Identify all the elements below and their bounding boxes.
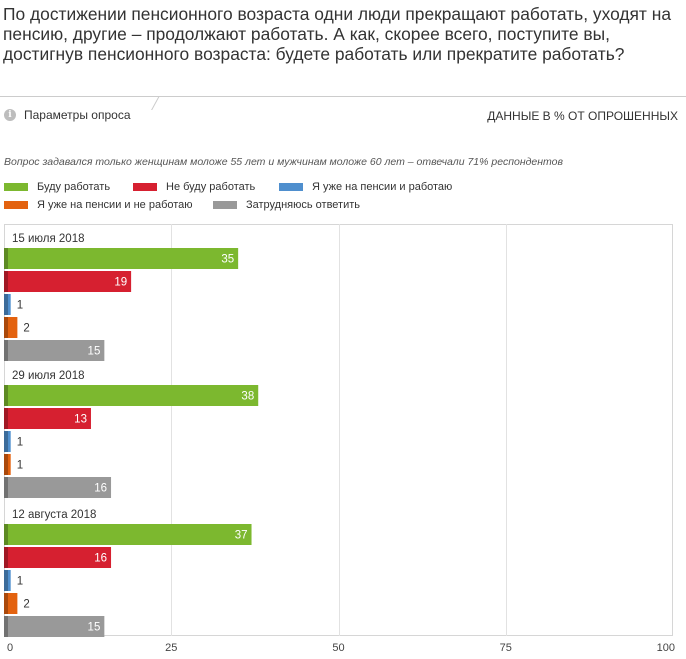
- bar-value-label: 1: [17, 437, 23, 449]
- legend-label: Затрудняюсь ответить: [246, 199, 361, 211]
- bar-edge: [4, 593, 8, 614]
- bar-edge: [4, 248, 8, 269]
- legend-item: Я уже на пенсии и не работаю: [4, 199, 193, 211]
- survey-params-label: Параметры опроса: [24, 108, 131, 122]
- legend-swatch: [4, 183, 28, 191]
- bar-value-label: 16: [94, 553, 107, 565]
- bar-value-label: 19: [114, 277, 127, 289]
- bar-edge: [4, 385, 8, 406]
- legend-label: Буду работать: [37, 181, 111, 193]
- bar-edge: [4, 616, 8, 637]
- legend-label: Я уже на пенсии и не работаю: [37, 199, 193, 211]
- legend-swatch: [279, 183, 303, 191]
- bar-value-label: 1: [17, 460, 23, 472]
- bar: [4, 547, 112, 568]
- bar-edge: [4, 431, 8, 452]
- bar-value-label: 16: [94, 483, 107, 495]
- bar-value-label: 13: [74, 414, 87, 426]
- bar: [4, 294, 11, 315]
- bar: [4, 431, 11, 452]
- bar-edge: [4, 524, 8, 545]
- bar: [4, 408, 91, 429]
- bar: [4, 570, 11, 591]
- question-note: Вопрос задавался только женщинам моложе …: [4, 156, 563, 168]
- legend-item: Затрудняюсь ответить: [213, 199, 360, 211]
- bar-value-label: 15: [88, 622, 101, 634]
- legend-item: Не буду работать: [133, 181, 255, 193]
- bar-edge: [4, 317, 8, 338]
- bar: [4, 385, 259, 406]
- legend-label: Я уже на пенсии и работаю: [312, 181, 453, 193]
- plot-area: [4, 224, 673, 636]
- info-icon: i: [4, 109, 16, 121]
- bar: [4, 271, 132, 292]
- bar-value-label: 2: [23, 599, 29, 611]
- x-tick-label: 75: [500, 642, 512, 654]
- bar-edge: [4, 454, 8, 475]
- bar-value-label: 2: [23, 323, 29, 335]
- legend-item: Буду работать: [4, 181, 110, 193]
- legend-item: Я уже на пенсии и работаю: [279, 181, 452, 193]
- bar-value-label: 1: [17, 300, 23, 312]
- bar: [4, 524, 252, 545]
- bar: [4, 454, 11, 475]
- legend-swatch: [133, 183, 157, 191]
- bar: [4, 317, 18, 338]
- x-tick-label: 50: [332, 642, 344, 654]
- bar-edge: [4, 547, 8, 568]
- bar-edge: [4, 477, 8, 498]
- x-tick-label: 25: [165, 642, 177, 654]
- header-divider-right: [159, 96, 686, 97]
- bar: [4, 340, 105, 361]
- bar-value-label: 37: [235, 530, 248, 542]
- units-label: ДАННЫЕ В % ОТ ОПРОШЕННЫХ: [487, 109, 678, 123]
- survey-params-toggle[interactable]: i Параметры опроса: [4, 108, 131, 122]
- legend-swatch: [213, 201, 237, 209]
- bar-value-label: 38: [241, 391, 254, 403]
- question-title: По достижении пенсионного возраста одни …: [3, 4, 671, 64]
- bar: [4, 593, 18, 614]
- bar: [4, 248, 239, 269]
- bar: [4, 477, 112, 498]
- bar-value-label: 35: [221, 254, 234, 266]
- bar-edge: [4, 294, 8, 315]
- x-tick-label: 100: [657, 642, 675, 654]
- legend-label: Не буду работать: [166, 181, 256, 193]
- group-label: 12 августа 2018: [12, 509, 96, 521]
- bar-value-label: 1: [17, 576, 23, 588]
- bar-edge: [4, 340, 8, 361]
- bar-value-label: 15: [88, 346, 101, 358]
- x-tick-label: 0: [7, 642, 13, 654]
- legend-swatch: [4, 201, 28, 209]
- group-label: 15 июля 2018: [12, 233, 85, 245]
- bar-edge: [4, 570, 8, 591]
- bar: [4, 616, 105, 637]
- header-divider-left: [0, 96, 148, 97]
- group-label: 29 июля 2018: [12, 370, 85, 382]
- bar-edge: [4, 271, 8, 292]
- bar-edge: [4, 408, 8, 429]
